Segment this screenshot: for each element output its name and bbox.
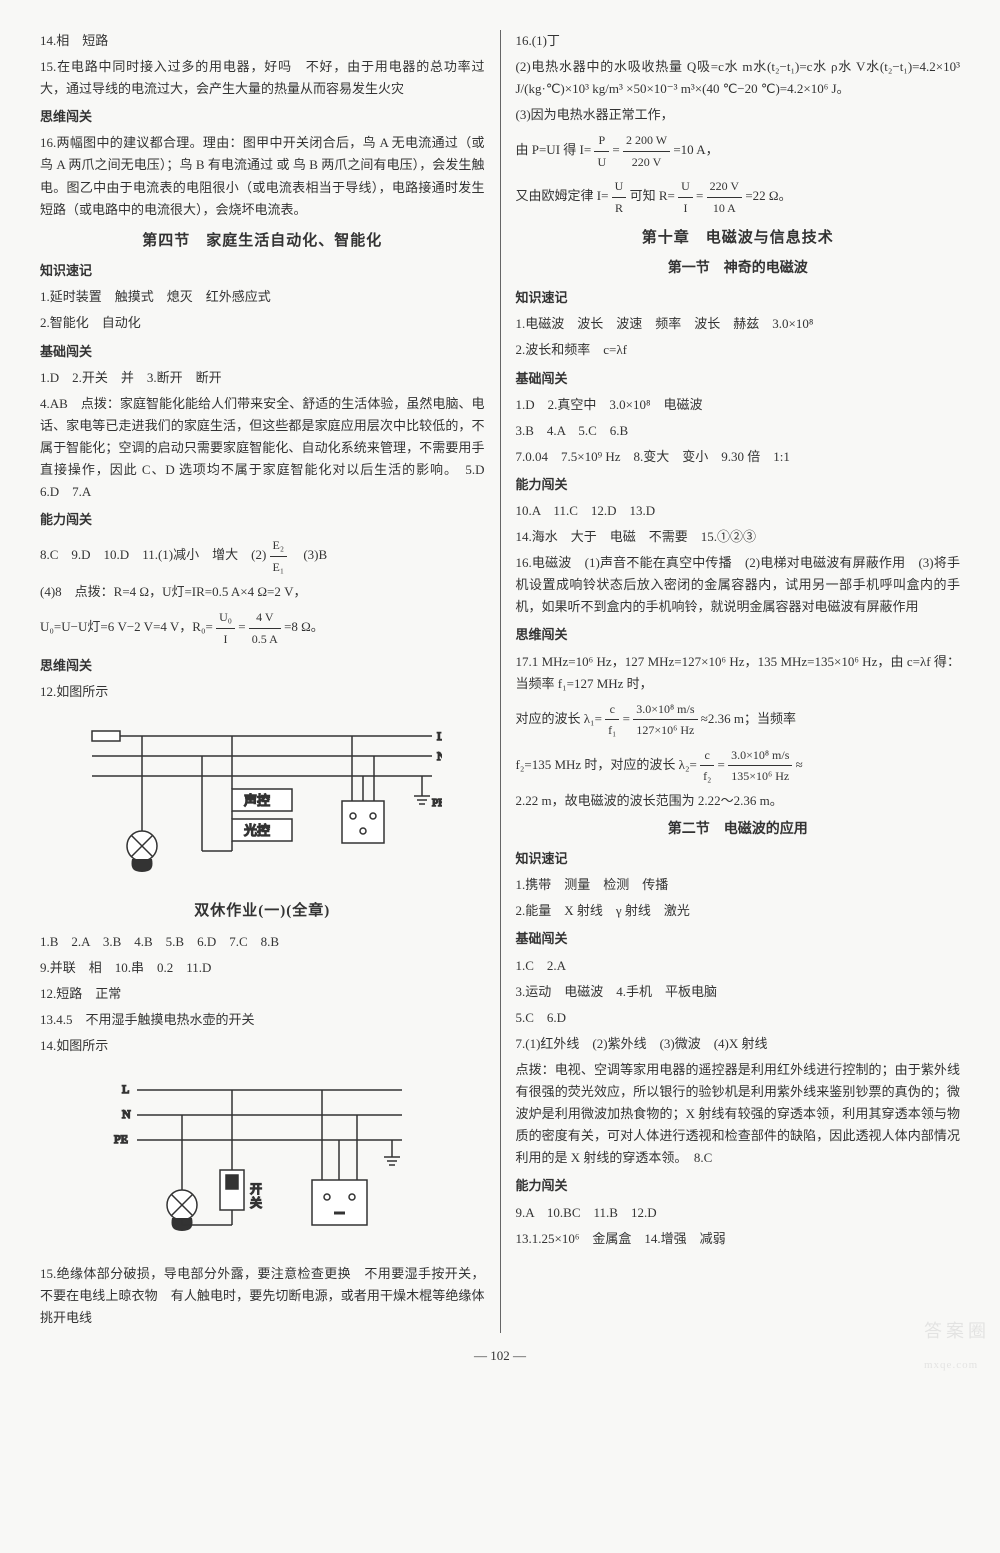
rj5: 3.运动 电磁波 4.手机 平板电脑 xyxy=(516,981,961,1003)
n11-3: (3)B xyxy=(290,547,327,562)
title-s2: 第二节 电磁波的应用 xyxy=(516,818,961,842)
svg-text:N: N xyxy=(122,1107,131,1121)
rj7: 7.(1)红外线 (2)紫外线 (3)微波 (4)X 射线 xyxy=(516,1033,961,1055)
rs17d: 2.22 m，故电磁波的波长范围为 2.22～2.36 m。 xyxy=(516,790,961,812)
rn1: 10.A 11.C 12.D 13.D xyxy=(516,500,961,522)
watermark-url: mxqe.com xyxy=(924,1359,978,1371)
heading-nengli-1: 能力闯关 xyxy=(40,509,485,531)
rj2: 3.B 4.A 5.C 6.B xyxy=(516,420,961,442)
svg-text:L: L xyxy=(122,1082,129,1096)
k1: 1.延时装置 触摸式 熄灭 红外感应式 xyxy=(40,286,485,308)
heading-zhishi-1: 知识速记 xyxy=(40,260,485,282)
r16-1: 16.(1)丁 xyxy=(516,30,961,52)
heading-zhishi-3: 知识速记 xyxy=(516,848,961,870)
title-section4: 第四节 家庭生活自动化、智能化 xyxy=(40,229,485,255)
frac-e2e1: E₂E₁ xyxy=(270,535,288,577)
rn3: 16.电磁波 (1)声音不能在真空中传播 (2)电梯对电磁波有屏蔽作用 (3)将… xyxy=(516,552,961,618)
rk1: 1.电磁波 波长 波速 频率 波长 赫兹 3.0×10⁸ xyxy=(516,313,961,335)
rs17a: 17.1 MHz=10⁶ Hz，127 MHz=127×10⁶ Hz，135 M… xyxy=(516,651,961,695)
sx4: 13.4.5 不用湿手触摸电热水壶的开关 xyxy=(40,1009,485,1031)
svg-text:光控: 光控 xyxy=(244,823,270,838)
j4: 4.AB 点拨：家庭智能化能给人们带来安全、舒适的生活体验，虽然电脑、电话、家电… xyxy=(40,393,485,503)
svg-text:PE: PE xyxy=(114,1132,128,1146)
frac-u0i: U₀I xyxy=(216,607,235,649)
k2: 2.智能化 自动化 xyxy=(40,312,485,334)
heading-siwei-3: 思维闯关 xyxy=(516,624,961,646)
diagram-1-wrap: L N PE 声控 光控 xyxy=(40,711,485,891)
circuit-diagram-2: L N PE xyxy=(102,1075,422,1245)
rj4: 1.C 2.A xyxy=(516,955,961,977)
r16-3b: 由 P=UI 得 I= PU = 2 200 W220 V =10 A， xyxy=(516,130,961,172)
watermark: 答案圈 mxqe.com xyxy=(924,1316,990,1377)
rn4: 9.A 10.BC 11.B 12.D xyxy=(516,1202,961,1224)
rk3: 1.携带 测量 检测 传播 xyxy=(516,874,961,896)
r16-2: (2)电热水器中的水吸收热量 Q吸=c水 m水(t₂−t₁)=c水 ρ水 V水(… xyxy=(516,56,961,100)
heading-nengli-2: 能力闯关 xyxy=(516,474,961,496)
sx2: 9.并联 相 10.串 0.2 11.D xyxy=(40,957,485,979)
j1: 1.D 2.开关 并 3.断开 断开 xyxy=(40,367,485,389)
heading-jichu-3: 基础闯关 xyxy=(516,928,961,950)
right-column: 16.(1)丁 (2)电热水器中的水吸收热量 Q吸=c水 m水(t₂−t₁)=c… xyxy=(501,30,961,1333)
ans-14: 14.相 短路 xyxy=(40,30,485,52)
n8-11-text: 8.C 9.D 10.D 11.(1)减小 增大 (2) xyxy=(40,547,266,562)
r16-3a: (3)因为电热水器正常工作， xyxy=(516,104,961,126)
sx5: 14.如图所示 xyxy=(40,1035,485,1057)
heading-siwei-2: 思维闯关 xyxy=(40,655,485,677)
rn2: 14.海水 大于 电磁 不需要 15.①②③ xyxy=(516,526,961,548)
heading-zhishi-2: 知识速记 xyxy=(516,287,961,309)
svg-text:L: L xyxy=(437,729,442,743)
rj8: 点拨：电视、空调等家用电器的遥控器是利用红外线进行控制的；由于紫外线有很强的荧光… xyxy=(516,1059,961,1169)
ans-15: 15.在电路中同时接入过多的用电器，好吗 不好，由于用电器的总功率过大，通过导线… xyxy=(40,56,485,100)
ans-16: 16.两幅图中的建议都合理。理由：图甲中开关闭合后，鸟 A 无电流通过（或鸟 A… xyxy=(40,132,485,220)
svg-text:开: 开 xyxy=(250,1182,262,1196)
heading-jichu-1: 基础闯关 xyxy=(40,341,485,363)
rs17c: f₂=135 MHz 时，对应的波长 λ₂= cf₂ = 3.0×10⁸ m/s… xyxy=(516,745,961,787)
sx6: 15.绝缘体部分破损，导电部分外露，要注意检查更换 不用要湿手按开关，不要在电线… xyxy=(40,1263,485,1329)
heading-siwei-1: 思维闯关 xyxy=(40,106,485,128)
r16-3c: 又由欧姆定律 I= UR 可知 R= UI = 220 V10 A =22 Ω。 xyxy=(516,176,961,218)
rk2: 2.波长和频率 c=λf xyxy=(516,339,961,361)
sx3: 12.短路 正常 xyxy=(40,983,485,1005)
n8-11: 8.C 9.D 10.D 11.(1)减小 增大 (2) E₂E₁ (3)B xyxy=(40,535,485,577)
n4-8b: U₀=U−U灯=6 V−2 V=4 V，R₀= U₀I = 4 V0.5 A =… xyxy=(40,607,485,649)
rj3: 7.0.04 7.5×10⁹ Hz 8.变大 变小 9.30 倍 1:1 xyxy=(516,446,961,468)
svg-text:声控: 声控 xyxy=(244,793,270,808)
svg-text:N: N xyxy=(437,749,442,763)
circuit-diagram-1: L N PE 声控 光控 xyxy=(82,721,442,881)
rn5: 13.1.25×10⁶ 金属盒 14.增强 减弱 xyxy=(516,1228,961,1250)
title-shuangxiu-1: 双休作业(一)(全章) xyxy=(40,899,485,925)
n4-8a: (4)8 点拨：R=4 Ω，U灯=IR=0.5 A×4 Ω=2 V， xyxy=(40,581,485,603)
rj6: 5.C 6.D xyxy=(516,1007,961,1029)
title-s1: 第一节 神奇的电磁波 xyxy=(516,257,961,281)
page-number: — 102 — xyxy=(40,1345,960,1367)
sx1: 1.B 2.A 3.B 4.B 5.B 6.D 7.C 8.B xyxy=(40,931,485,953)
svg-text:关: 关 xyxy=(250,1196,262,1210)
heading-nengli-3: 能力闯关 xyxy=(516,1175,961,1197)
rs17b: 对应的波长 λ₁= cf₁ = 3.0×10⁸ m/s127×10⁶ Hz ≈2… xyxy=(516,699,961,741)
title-ch10: 第十章 电磁波与信息技术 xyxy=(516,226,961,252)
rj1: 1.D 2.真空中 3.0×10⁸ 电磁波 xyxy=(516,394,961,416)
left-column: 14.相 短路 15.在电路中同时接入过多的用电器，好吗 不好，由于用电器的总功… xyxy=(40,30,501,1333)
watermark-text: 答案圈 xyxy=(924,1321,990,1341)
frac-4v05a: 4 V0.5 A xyxy=(249,607,281,649)
rk4: 2.能量 X 射线 γ 射线 激光 xyxy=(516,900,961,922)
svg-text:PE: PE xyxy=(432,797,442,809)
page-root: 14.相 短路 15.在电路中同时接入过多的用电器，好吗 不好，由于用电器的总功… xyxy=(40,30,960,1333)
heading-jichu-2: 基础闯关 xyxy=(516,368,961,390)
s12: 12.如图所示 xyxy=(40,681,485,703)
diagram-2-wrap: L N PE xyxy=(40,1065,485,1255)
